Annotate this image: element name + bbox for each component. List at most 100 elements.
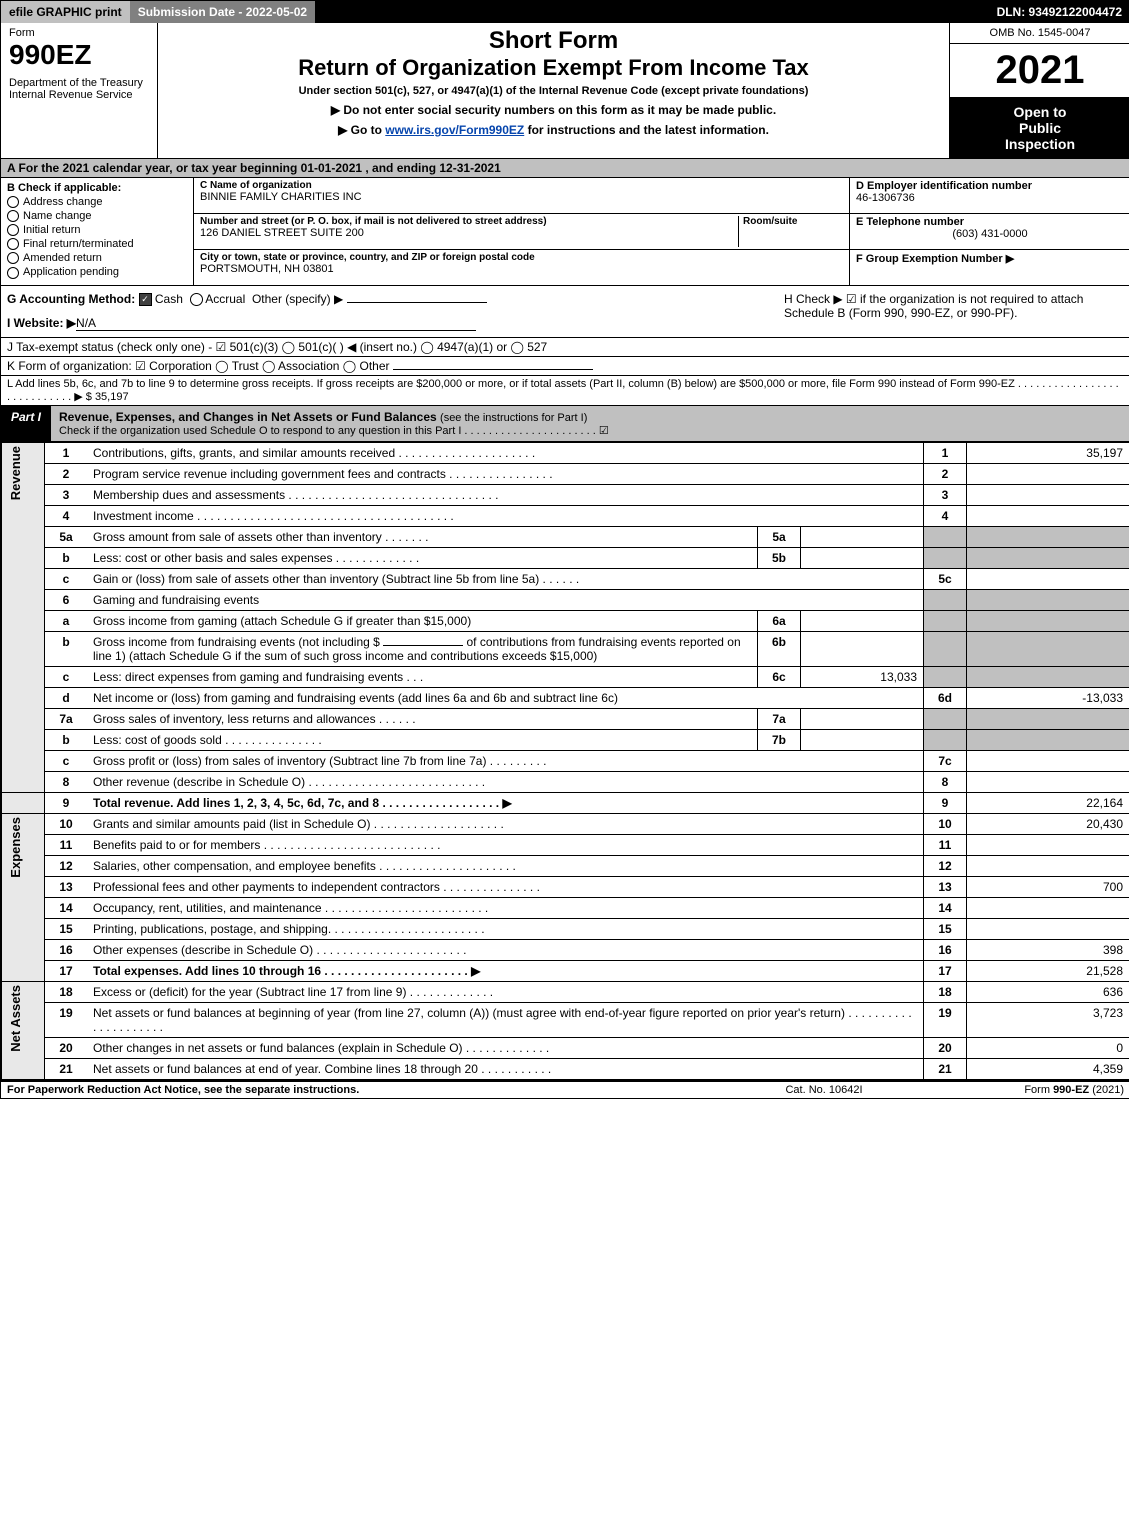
line-19: 19Net assets or fund balances at beginni… (2, 1002, 1129, 1037)
header-right: OMB No. 1545-0047 2021 Open to Public In… (950, 23, 1129, 158)
line-6d: dNet income or (loss) from gaming and fu… (2, 687, 1129, 708)
cat-no: Cat. No. 10642I (724, 1084, 924, 1096)
g-cash: Cash (155, 292, 183, 306)
chk-final-return[interactable]: Final return/terminated (7, 238, 187, 250)
section-l: L Add lines 5b, 6c, and 7b to line 9 to … (1, 376, 1129, 406)
line-1: Revenue 1 Contributions, gifts, grants, … (2, 442, 1129, 463)
city-label: City or town, state or province, country… (200, 252, 843, 263)
checkbox-icon (7, 210, 19, 222)
phone-value: (603) 431-0000 (856, 228, 1124, 240)
line-10: Expenses 10Grants and similar amounts pa… (2, 813, 1129, 834)
part-i-header: Part I Revenue, Expenses, and Changes in… (1, 406, 1129, 442)
chk-address-change[interactable]: Address change (7, 196, 187, 208)
return-title: Return of Organization Exempt From Incom… (166, 55, 941, 81)
chk-application-pending[interactable]: Application pending (7, 266, 187, 278)
footer: For Paperwork Reduction Act Notice, see … (1, 1080, 1129, 1098)
info-grid: B Check if applicable: Address change Na… (1, 178, 1129, 286)
line-8: 8Other revenue (describe in Schedule O) … (2, 771, 1129, 792)
open-to-public: Open to Public Inspection (950, 98, 1129, 158)
checkbox-icon (7, 196, 19, 208)
info-right: D Employer identification number 46-1306… (850, 178, 1129, 285)
city-value: PORTSMOUTH, NH 03801 (200, 263, 843, 275)
ein-label: D Employer identification number (856, 180, 1124, 192)
g-accrual: Accrual (205, 292, 245, 306)
section-c: C Name of organization BINNIE FAMILY CHA… (194, 178, 850, 285)
header-center: Short Form Return of Organization Exempt… (158, 23, 950, 158)
form-number: 990EZ (9, 39, 149, 71)
accrual-checkbox-icon (190, 293, 203, 306)
paperwork-notice: For Paperwork Reduction Act Notice, see … (7, 1084, 724, 1096)
submission-date: Submission Date - 2022-05-02 (130, 1, 315, 23)
i-label: I Website: ▶ (7, 316, 76, 330)
org-name-cell: C Name of organization BINNIE FAMILY CHA… (194, 178, 849, 214)
line-16: 16Other expenses (describe in Schedule O… (2, 939, 1129, 960)
line-3: 3Membership dues and assessments . . . .… (2, 484, 1129, 505)
section-g: G Accounting Method: ✓ Cash Accrual Othe… (7, 292, 784, 331)
header-left: Form 990EZ Department of the Treasury In… (1, 23, 158, 158)
other-blank (347, 302, 487, 303)
line-6a: aGross income from gaming (attach Schedu… (2, 610, 1129, 631)
6b-blank (383, 645, 463, 646)
line-2: 2Program service revenue including gover… (2, 463, 1129, 484)
chk-initial-return[interactable]: Initial return (7, 224, 187, 236)
header-row: Form 990EZ Department of the Treasury In… (1, 23, 1129, 159)
dln-label: DLN: 93492122004472 (989, 1, 1129, 23)
section-f: F Group Exemption Number ▶ (850, 250, 1129, 285)
line-6b: bGross income from fundraising events (n… (2, 631, 1129, 666)
line-15: 15Printing, publications, postage, and s… (2, 918, 1129, 939)
checkbox-icon (7, 238, 19, 250)
part-i-num: Part I (1, 406, 51, 441)
topbar: efile GRAPHIC print Submission Date - 20… (1, 1, 1129, 23)
line-4: 4Investment income . . . . . . . . . . .… (2, 505, 1129, 526)
street-label: Number and street (or P. O. box, if mail… (200, 216, 738, 227)
instr-ssn: ▶ Do not enter social security numbers o… (166, 103, 941, 117)
instr-goto-pre: ▶ Go to (338, 123, 385, 137)
line-18: Net Assets 18Excess or (deficit) for the… (2, 981, 1129, 1002)
instr-goto: ▶ Go to www.irs.gov/Form990EZ for instru… (166, 123, 941, 137)
checkbox-icon (7, 252, 19, 264)
open-line3: Inspection (954, 136, 1126, 152)
section-h: H Check ▶ ☑ if the organization is not r… (784, 292, 1124, 331)
chk-name-change[interactable]: Name change (7, 210, 187, 222)
revenue-sidebar: Revenue (2, 442, 45, 792)
irs-link[interactable]: www.irs.gov/Form990EZ (385, 123, 524, 137)
gh-row: G Accounting Method: ✓ Cash Accrual Othe… (1, 286, 1129, 338)
open-line2: Public (954, 120, 1126, 136)
instr-goto-post: for instructions and the latest informat… (524, 123, 769, 137)
chk-amended[interactable]: Amended return (7, 252, 187, 264)
short-form-title: Short Form (166, 27, 941, 55)
l-value: 35,197 (95, 391, 129, 403)
section-b: B Check if applicable: Address change Na… (1, 178, 194, 285)
section-e: E Telephone number (603) 431-0000 (850, 214, 1129, 250)
checkbox-icon (7, 267, 19, 279)
group-exemption-label: F Group Exemption Number ▶ (856, 252, 1124, 265)
line-14: 14Occupancy, rent, utilities, and mainte… (2, 897, 1129, 918)
part-i-check: Check if the organization used Schedule … (59, 424, 1122, 437)
line-9: 9Total revenue. Add lines 1, 2, 3, 4, 5c… (2, 792, 1129, 813)
street-value: 126 DANIEL STREET SUITE 200 (200, 227, 738, 239)
line-6: 6Gaming and fundraising events (2, 589, 1129, 610)
street-cell: Number and street (or P. O. box, if mail… (194, 214, 849, 250)
line-5a: 5aGross amount from sale of assets other… (2, 526, 1129, 547)
form-label: Form (9, 27, 149, 39)
section-b-title: B Check if applicable: (7, 182, 187, 194)
ein-value: 46-1306736 (856, 192, 1124, 204)
checkbox-icon (7, 224, 19, 236)
line-7b: bLess: cost of goods sold . . . . . . . … (2, 729, 1129, 750)
website-value: N/A (76, 316, 476, 331)
expenses-sidebar: Expenses (2, 813, 45, 981)
form-990ez-page: efile GRAPHIC print Submission Date - 20… (0, 0, 1129, 1099)
department-label: Department of the Treasury Internal Reve… (9, 77, 149, 101)
tax-year: 2021 (950, 44, 1129, 98)
line-20: 20Other changes in net assets or fund ba… (2, 1037, 1129, 1058)
line-5b: bLess: cost or other basis and sales exp… (2, 547, 1129, 568)
org-name-label: C Name of organization (200, 180, 843, 191)
form-version: Form 990-EZ (2021) (924, 1084, 1124, 1096)
section-d: D Employer identification number 46-1306… (850, 178, 1129, 214)
line-13: 13Professional fees and other payments t… (2, 876, 1129, 897)
phone-label: E Telephone number (856, 216, 1124, 228)
netassets-sidebar: Net Assets (2, 981, 45, 1079)
line-6c: cLess: direct expenses from gaming and f… (2, 666, 1129, 687)
part-i-table: Revenue 1 Contributions, gifts, grants, … (1, 442, 1129, 1080)
efile-label: efile GRAPHIC print (1, 1, 130, 23)
